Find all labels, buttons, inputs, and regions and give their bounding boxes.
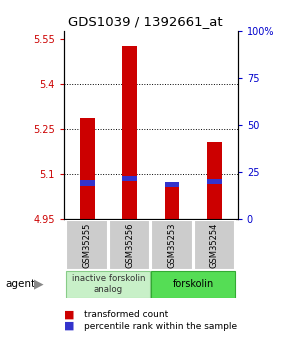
Text: ■: ■ <box>64 321 74 331</box>
FancyBboxPatch shape <box>194 220 235 270</box>
Bar <box>165 187 180 219</box>
FancyBboxPatch shape <box>66 271 151 298</box>
Text: ▶: ▶ <box>34 277 44 290</box>
Text: inactive forskolin
analog: inactive forskolin analog <box>72 274 145 294</box>
Text: forskolin: forskolin <box>173 279 214 289</box>
Text: transformed count: transformed count <box>84 310 168 319</box>
FancyBboxPatch shape <box>151 220 193 270</box>
Text: GSM35253: GSM35253 <box>168 223 177 268</box>
FancyBboxPatch shape <box>66 220 108 270</box>
Bar <box>165 182 180 187</box>
Bar <box>122 46 137 219</box>
Bar <box>207 179 222 184</box>
Bar <box>122 176 137 181</box>
FancyBboxPatch shape <box>109 220 151 270</box>
Text: GSM35255: GSM35255 <box>83 223 92 268</box>
FancyBboxPatch shape <box>151 271 235 298</box>
Bar <box>207 142 222 219</box>
Bar <box>80 118 95 219</box>
Bar <box>80 180 95 186</box>
Text: percentile rank within the sample: percentile rank within the sample <box>84 322 237 331</box>
Text: GSM35254: GSM35254 <box>210 223 219 268</box>
Text: agent: agent <box>6 279 36 289</box>
Text: GSM35256: GSM35256 <box>125 223 134 268</box>
Text: GDS1039 / 1392661_at: GDS1039 / 1392661_at <box>68 16 222 29</box>
Text: ■: ■ <box>64 310 74 319</box>
